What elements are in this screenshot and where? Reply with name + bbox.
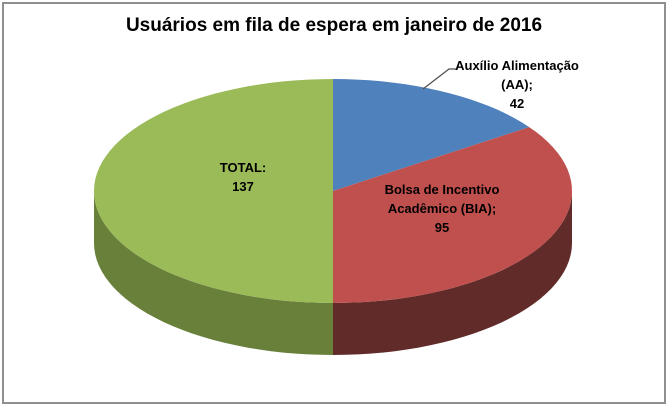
chart-title: Usuários em fila de espera em janeiro de… (125, 15, 543, 36)
slice-label-line: Auxílio Alimentação (455, 58, 579, 73)
slice-label-line: Acadêmico (BIA); (387, 201, 497, 216)
slice-label-line: Bolsa de Incentivo (384, 182, 500, 197)
slice-label-line: (AA); (501, 77, 533, 92)
slice-label-line: TOTAL: (219, 160, 267, 175)
slice-label-value: 95 (434, 220, 450, 235)
pie-slice-side-2 (94, 191, 333, 355)
slice-label-value: 137 (232, 179, 254, 194)
slice-label-total: TOTAL: 137 (220, 158, 266, 196)
slice-label-bolsa-incentivo: Bolsa de Incentivo Acadêmico (BIA); 95 (385, 180, 500, 237)
label-leader-line (422, 68, 456, 90)
slice-label-auxilio-alimentacao: Auxílio Alimentação (AA); 42 (455, 56, 579, 113)
pie-slice-2[interactable] (94, 79, 333, 303)
pie-slice-0[interactable] (333, 79, 530, 191)
pie-slice-side-1 (333, 191, 572, 355)
slice-label-value: 42 (509, 96, 525, 111)
pie-slice-1[interactable] (333, 127, 572, 303)
